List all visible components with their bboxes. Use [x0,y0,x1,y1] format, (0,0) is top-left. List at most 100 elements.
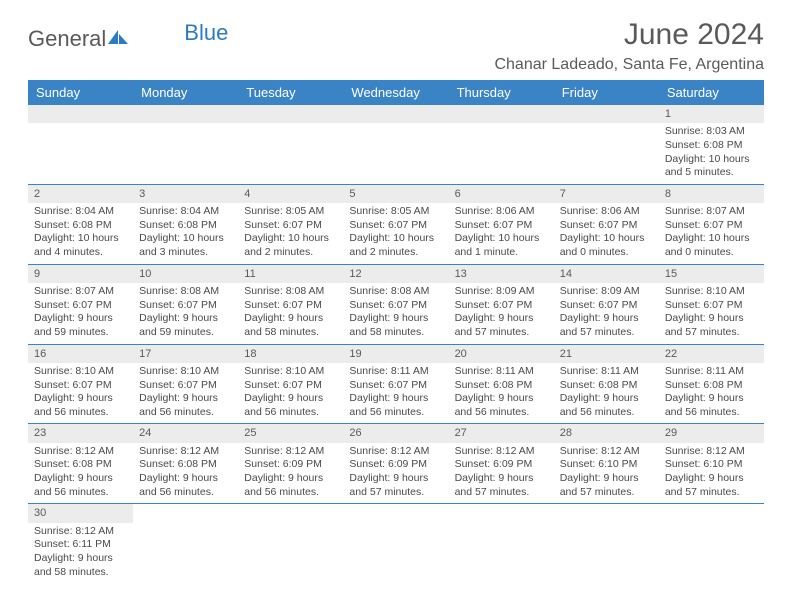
daylight-line: Daylight: 9 hours and 59 minutes. [139,312,232,339]
col-wednesday: Wednesday [343,80,448,105]
sunrise-line: Sunrise: 8:08 AM [244,285,337,299]
day-number: 26 [343,424,448,442]
empty-daynum [554,105,659,123]
sunrise-line: Sunrise: 8:10 AM [34,365,127,379]
sunset-line: Sunset: 6:07 PM [349,219,442,233]
daylight-line: Daylight: 9 hours and 56 minutes. [349,392,442,419]
sunrise-line: Sunrise: 8:11 AM [455,365,548,379]
sunset-line: Sunset: 6:07 PM [665,219,758,233]
sunrise-line: Sunrise: 8:06 AM [455,205,548,219]
sunset-line: Sunset: 6:07 PM [34,299,127,313]
calendar-cell: 16Sunrise: 8:10 AMSunset: 6:07 PMDayligh… [28,344,133,424]
col-thursday: Thursday [449,80,554,105]
sunset-line: Sunset: 6:08 PM [455,379,548,393]
col-monday: Monday [133,80,238,105]
sunrise-line: Sunrise: 8:12 AM [560,445,653,459]
day-number: 5 [343,185,448,203]
daylight-line: Daylight: 9 hours and 57 minutes. [560,472,653,499]
day-number: 21 [554,345,659,363]
sunset-line: Sunset: 6:08 PM [665,139,758,153]
daylight-line: Daylight: 10 hours and 5 minutes. [665,153,758,180]
calendar-row: 1Sunrise: 8:03 AMSunset: 6:08 PMDaylight… [28,105,764,184]
day-data: Sunrise: 8:06 AMSunset: 6:07 PMDaylight:… [449,203,554,264]
calendar-body: 1Sunrise: 8:03 AMSunset: 6:08 PMDaylight… [28,105,764,583]
day-data: Sunrise: 8:11 AMSunset: 6:08 PMDaylight:… [554,363,659,424]
sunrise-line: Sunrise: 8:10 AM [665,285,758,299]
sunrise-line: Sunrise: 8:09 AM [560,285,653,299]
daylight-line: Daylight: 9 hours and 56 minutes. [34,392,127,419]
sunset-line: Sunset: 6:07 PM [349,379,442,393]
daylight-line: Daylight: 9 hours and 58 minutes. [349,312,442,339]
sunset-line: Sunset: 6:07 PM [139,379,232,393]
calendar-cell [238,504,343,583]
day-data: Sunrise: 8:07 AMSunset: 6:07 PMDaylight:… [28,283,133,344]
sunrise-line: Sunrise: 8:12 AM [34,525,127,539]
sunset-line: Sunset: 6:07 PM [244,219,337,233]
daylight-line: Daylight: 9 hours and 56 minutes. [560,392,653,419]
calendar-cell: 9Sunrise: 8:07 AMSunset: 6:07 PMDaylight… [28,264,133,344]
daylight-line: Daylight: 9 hours and 56 minutes. [34,472,127,499]
sunset-line: Sunset: 6:11 PM [34,538,127,552]
sunset-line: Sunset: 6:08 PM [139,458,232,472]
calendar-cell [343,504,448,583]
day-data: Sunrise: 8:12 AMSunset: 6:09 PMDaylight:… [238,443,343,504]
sunset-line: Sunset: 6:08 PM [560,379,653,393]
sunset-line: Sunset: 6:07 PM [665,299,758,313]
daylight-line: Daylight: 10 hours and 4 minutes. [34,232,127,259]
sunrise-line: Sunrise: 8:11 AM [560,365,653,379]
day-number: 8 [659,185,764,203]
calendar-cell: 25Sunrise: 8:12 AMSunset: 6:09 PMDayligh… [238,424,343,504]
daylight-line: Daylight: 9 hours and 56 minutes. [139,472,232,499]
day-number: 24 [133,424,238,442]
day-data: Sunrise: 8:08 AMSunset: 6:07 PMDaylight:… [343,283,448,344]
header: General Blue June 2024 [28,18,764,52]
empty-daynum [449,105,554,123]
calendar-cell: 18Sunrise: 8:10 AMSunset: 6:07 PMDayligh… [238,344,343,424]
day-number: 7 [554,185,659,203]
daylight-line: Daylight: 9 hours and 57 minutes. [455,312,548,339]
daylight-line: Daylight: 9 hours and 57 minutes. [665,472,758,499]
calendar-cell [133,105,238,184]
sunrise-line: Sunrise: 8:12 AM [665,445,758,459]
daylight-line: Daylight: 9 hours and 56 minutes. [139,392,232,419]
sunrise-line: Sunrise: 8:12 AM [244,445,337,459]
sunrise-line: Sunrise: 8:07 AM [34,285,127,299]
sunrise-line: Sunrise: 8:04 AM [34,205,127,219]
page-title: June 2024 [624,18,764,52]
calendar-cell: 21Sunrise: 8:11 AMSunset: 6:08 PMDayligh… [554,344,659,424]
day-data: Sunrise: 8:10 AMSunset: 6:07 PMDaylight:… [133,363,238,424]
day-number: 12 [343,265,448,283]
day-data: Sunrise: 8:12 AMSunset: 6:11 PMDaylight:… [28,523,133,584]
calendar-cell: 17Sunrise: 8:10 AMSunset: 6:07 PMDayligh… [133,344,238,424]
sunset-line: Sunset: 6:07 PM [455,299,548,313]
day-number: 30 [28,504,133,522]
location-text: Chanar Ladeado, Santa Fe, Argentina [28,56,764,74]
day-data: Sunrise: 8:03 AMSunset: 6:08 PMDaylight:… [659,123,764,184]
calendar-cell: 5Sunrise: 8:05 AMSunset: 6:07 PMDaylight… [343,184,448,264]
daylight-line: Daylight: 10 hours and 1 minute. [455,232,548,259]
sunrise-line: Sunrise: 8:07 AM [665,205,758,219]
sunset-line: Sunset: 6:07 PM [244,299,337,313]
sunrise-line: Sunrise: 8:09 AM [455,285,548,299]
col-sunday: Sunday [28,80,133,105]
sunrise-line: Sunrise: 8:12 AM [139,445,232,459]
calendar-cell: 12Sunrise: 8:08 AMSunset: 6:07 PMDayligh… [343,264,448,344]
day-number: 6 [449,185,554,203]
calendar-cell: 27Sunrise: 8:12 AMSunset: 6:09 PMDayligh… [449,424,554,504]
sunset-line: Sunset: 6:07 PM [139,299,232,313]
day-data: Sunrise: 8:12 AMSunset: 6:09 PMDaylight:… [449,443,554,504]
sunset-line: Sunset: 6:07 PM [560,219,653,233]
day-data: Sunrise: 8:11 AMSunset: 6:08 PMDaylight:… [659,363,764,424]
sunset-line: Sunset: 6:07 PM [560,299,653,313]
calendar-row: 2Sunrise: 8:04 AMSunset: 6:08 PMDaylight… [28,184,764,264]
sunset-line: Sunset: 6:07 PM [349,299,442,313]
sunrise-line: Sunrise: 8:03 AM [665,125,758,139]
calendar-header-row: Sunday Monday Tuesday Wednesday Thursday… [28,80,764,105]
calendar-row: 9Sunrise: 8:07 AMSunset: 6:07 PMDaylight… [28,264,764,344]
daylight-line: Daylight: 9 hours and 57 minutes. [665,312,758,339]
sunset-line: Sunset: 6:07 PM [34,379,127,393]
calendar-cell [554,504,659,583]
sunset-line: Sunset: 6:08 PM [665,379,758,393]
logo-text-2: Blue [184,20,228,46]
day-number: 10 [133,265,238,283]
